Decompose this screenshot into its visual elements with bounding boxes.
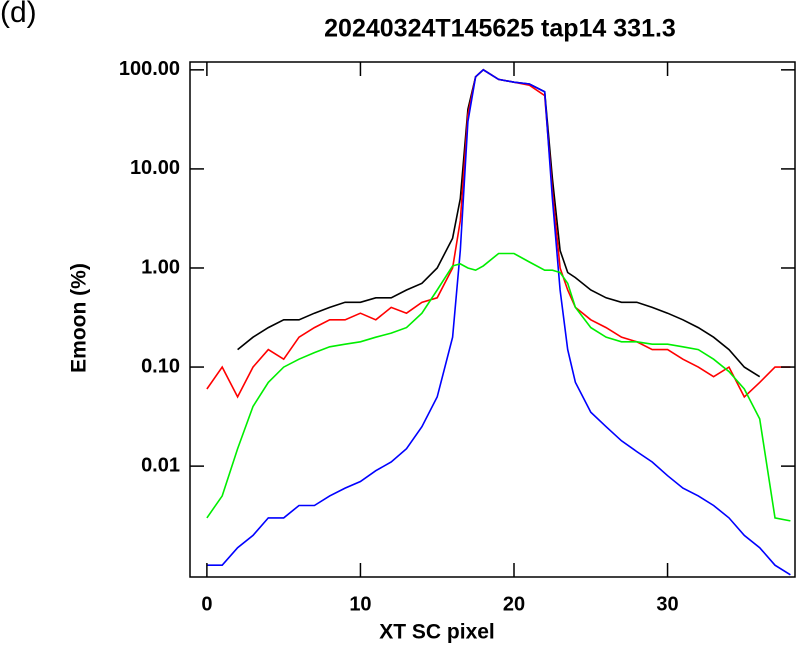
y-tick-label: 0.10 (141, 355, 180, 377)
series-line (237, 68, 761, 378)
x-tick-label: 10 (349, 593, 371, 615)
y-tick-label: 10.00 (130, 157, 180, 179)
x-tick-label: 20 (503, 593, 525, 615)
series-line (206, 68, 791, 399)
series-line (206, 68, 791, 576)
y-tick-label: 0.01 (141, 454, 180, 476)
x-tick-label: 0 (201, 593, 212, 615)
y-tick-label: 100.00 (119, 58, 180, 80)
chart-title: 20240324T145625 tap14 331.3 (324, 15, 676, 43)
plot-area (206, 68, 791, 576)
y-axis-label: Emoon (%) (68, 263, 91, 373)
series-line (206, 252, 791, 522)
plot-frame (189, 61, 796, 578)
y-tick-label: 1.00 (141, 256, 180, 278)
x-axis-label: XT SC pixel (379, 621, 495, 644)
x-tick-label: 30 (656, 593, 678, 615)
panel-label: (d) (0, 0, 37, 29)
